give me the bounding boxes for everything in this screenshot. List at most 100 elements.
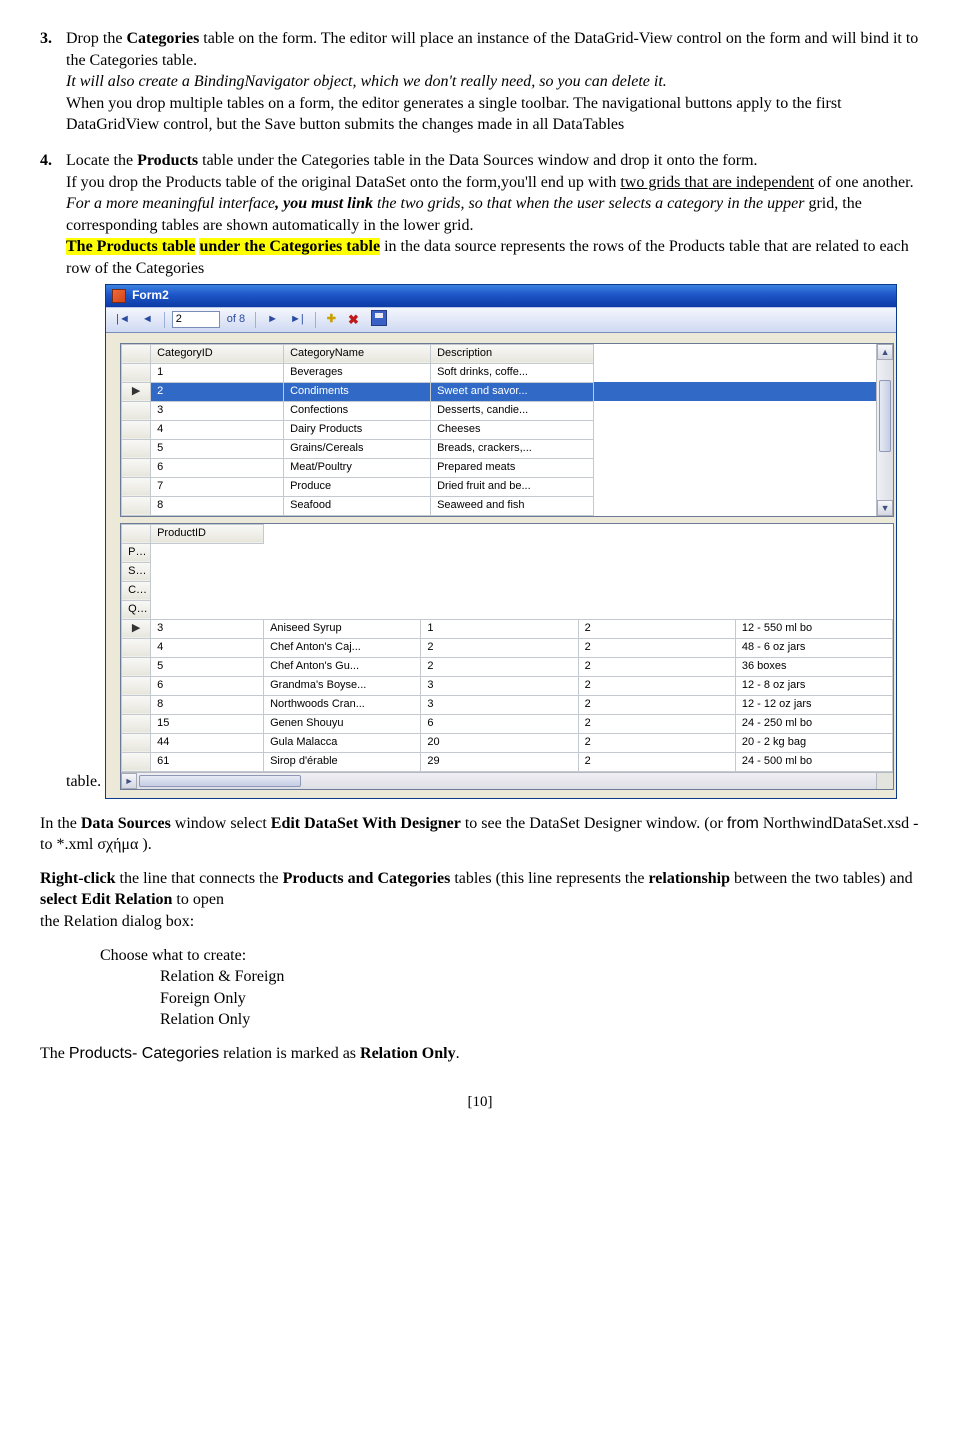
text: table. (66, 771, 101, 799)
table-row[interactable]: 4Chef Anton's Caj...2248 - 6 oz jars (122, 638, 893, 657)
text: of one another. (814, 174, 914, 191)
text-bold: Data Sources (81, 815, 171, 832)
step-number: 3. (40, 28, 66, 136)
paragraph: In the Data Sources window select Edit D… (40, 813, 920, 856)
paragraph: Right-click the line that connects the P… (40, 868, 920, 933)
window-titlebar[interactable]: Form2 (106, 285, 896, 307)
text: When you drop multiple tables on a form,… (66, 95, 842, 134)
text: Relation & Foreign (160, 968, 284, 985)
step-4: 4. Locate the Products table under the C… (40, 150, 920, 799)
scroll-thumb[interactable] (139, 775, 301, 787)
text-bold-italic: , you must link (275, 195, 373, 212)
text: . (456, 1045, 460, 1062)
text-bold: Edit DataSet With Designer (271, 815, 461, 832)
form2-window: Form2 |◄ ◄ 2 of 8 ► ►| ✚ ✖ (105, 284, 897, 799)
column-header[interactable]: Description (431, 344, 594, 363)
save-icon (371, 310, 387, 326)
highlight-text: under the Categories table (199, 238, 380, 255)
highlight-text: The Products table (66, 238, 195, 255)
scroll-corner (876, 773, 893, 789)
table-row[interactable]: 6Grandma's Boyse...3212 - 8 oz jars (122, 676, 893, 695)
text: table under the Categories table in the … (198, 152, 757, 169)
text-bold: relationship (648, 870, 730, 887)
text: Foreign Only (160, 990, 246, 1007)
column-header[interactable]: QuantityPerU (122, 600, 151, 619)
nav-first-icon[interactable]: |◄ (112, 314, 134, 325)
scroll-right-icon[interactable]: ► (121, 773, 137, 789)
table-row[interactable]: 4Dairy ProductsCheeses (122, 420, 893, 439)
text: relation is marked as (219, 1045, 360, 1062)
text: between the two tables) and (730, 870, 913, 887)
text: to see the DataSet Designer window. (or (461, 815, 727, 832)
text-bold: select Edit Relation (40, 891, 172, 908)
text-italic: the two grids, so that when the user sel… (373, 195, 809, 212)
column-header[interactable]: ProductName (122, 543, 151, 562)
table-row[interactable]: 61Sirop d'érable29224 - 500 ml bo (122, 752, 893, 771)
nav-count-label: of 8 (224, 312, 248, 327)
column-header[interactable]: ProductID (151, 524, 264, 543)
table-row[interactable]: 1BeveragesSoft drinks, coffe... (122, 363, 893, 382)
nav-next-icon[interactable]: ► (263, 314, 282, 325)
text: to open (172, 891, 224, 908)
nav-last-icon[interactable]: ►| (286, 314, 308, 325)
column-header[interactable]: CategoryID (122, 581, 151, 600)
step-body: Drop the Categories table on the form. T… (66, 28, 920, 136)
text-italic: It will also create a BindingNavigator o… (66, 73, 667, 90)
table-row[interactable]: 5Chef Anton's Gu...2236 boxes (122, 657, 893, 676)
table-row[interactable]: 44Gula Malacca20220 - 2 kg bag (122, 733, 893, 752)
table-row[interactable]: 7ProduceDried fruit and be... (122, 477, 893, 496)
text: tables (this line represents the (450, 870, 648, 887)
text-bold: Right-click (40, 870, 116, 887)
indent-block: Choose what to create: (100, 945, 920, 967)
paragraph: The Products- Categories relation is mar… (40, 1043, 920, 1065)
text-bold: Products (137, 152, 198, 169)
text-underline: two grids that are independent (620, 174, 814, 191)
text: In the (40, 815, 81, 832)
text: If you drop the Products table of the or… (66, 174, 620, 191)
text: the line that connects the (116, 870, 283, 887)
indent-block: Relation & Foreign Foreign Only Relation… (160, 966, 920, 1031)
separator (164, 312, 165, 328)
scroll-up-icon[interactable]: ▲ (877, 344, 893, 360)
separator (315, 312, 316, 328)
nav-delete-icon[interactable]: ✖ (344, 313, 363, 326)
table-row[interactable]: 5Grains/CerealsBreads, crackers,... (122, 439, 893, 458)
text: Choose what to create: (100, 947, 246, 964)
table-row[interactable]: 8SeafoodSeaweed and fish (122, 496, 893, 515)
nav-save-icon[interactable] (367, 310, 391, 329)
scroll-down-icon[interactable]: ▼ (877, 500, 893, 516)
scroll-thumb[interactable] (879, 380, 891, 452)
text: window select (171, 815, 271, 832)
nav-add-icon[interactable]: ✚ (323, 314, 340, 325)
window-title: Form2 (132, 287, 169, 303)
step-number: 4. (40, 150, 66, 799)
table-row[interactable]: 8Northwoods Cran...3212 - 12 oz jars (122, 695, 893, 714)
window-client-area: CategoryIDCategoryNameDescription1Bevera… (106, 333, 896, 798)
text-bold: Categories (126, 30, 199, 47)
text: the Relation dialog box: (40, 913, 194, 930)
window-icon (112, 289, 126, 303)
table-row[interactable]: 3ConfectionsDesserts, candie... (122, 401, 893, 420)
column-header[interactable]: CategoryName (284, 344, 431, 363)
products-datagridview[interactable]: ProductIDProductNameSupplierIDCategoryID… (120, 523, 894, 790)
horizontal-scrollbar[interactable]: ◄ ► (121, 772, 893, 789)
categories-datagridview[interactable]: CategoryIDCategoryNameDescription1Bevera… (120, 343, 894, 517)
text-italic: For a more meaningful interface (66, 195, 275, 212)
table-row[interactable]: 6Meat/PoultryPrepared meats (122, 458, 893, 477)
table-row[interactable]: ▶3Aniseed Syrup1212 - 550 ml bo (122, 619, 893, 638)
table-row[interactable]: 15Genen Shouyu6224 - 250 ml bo (122, 714, 893, 733)
column-header[interactable]: CategoryID (151, 344, 284, 363)
page-number: [10] (40, 1092, 920, 1112)
text-arial: from (727, 815, 759, 832)
text: The (40, 1045, 69, 1062)
text-bold: Products and Categories (283, 870, 451, 887)
text: Drop the (66, 30, 126, 47)
text: Locate the (66, 152, 137, 169)
text-bold: Relation Only (360, 1045, 456, 1062)
column-header[interactable]: SupplierID (122, 562, 151, 581)
table-row[interactable]: ▶2CondimentsSweet and savor... (122, 382, 893, 401)
text-arial: Products- Categories (69, 1045, 219, 1062)
nav-prev-icon[interactable]: ◄ (138, 314, 157, 325)
vertical-scrollbar[interactable]: ▲ ▼ (876, 344, 893, 516)
nav-position-input[interactable]: 2 (172, 311, 220, 328)
